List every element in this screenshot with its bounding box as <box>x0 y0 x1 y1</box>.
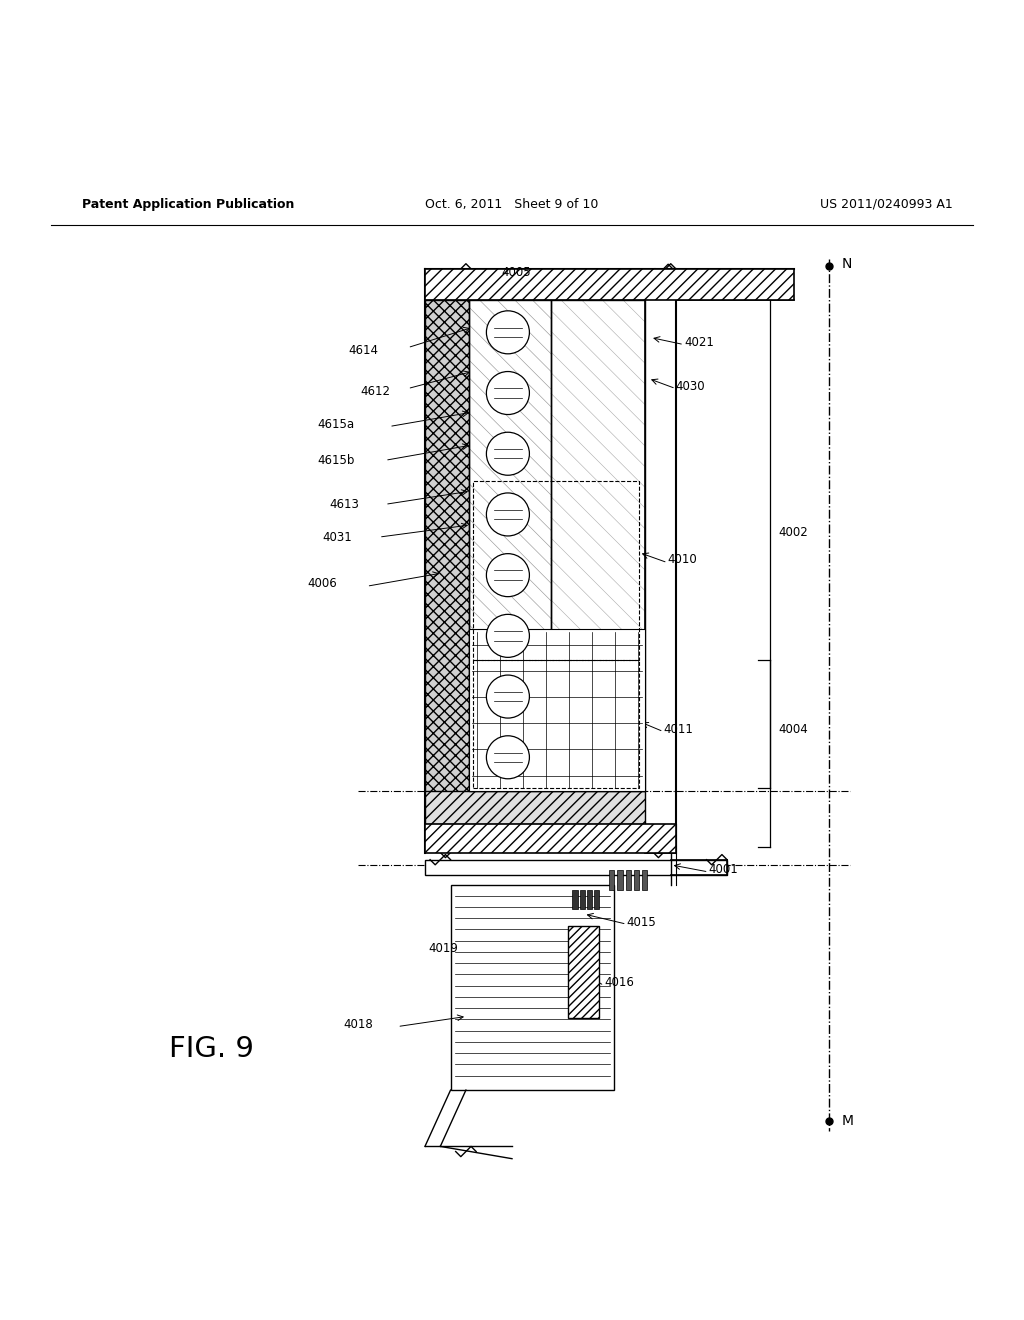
Circle shape <box>486 432 529 475</box>
Text: 4015: 4015 <box>627 916 656 929</box>
Text: Oct. 6, 2011   Sheet 9 of 10: Oct. 6, 2011 Sheet 9 of 10 <box>425 198 599 211</box>
Bar <box>425 269 794 300</box>
Bar <box>451 886 614 1090</box>
Text: 4614: 4614 <box>348 345 378 358</box>
Text: 4019: 4019 <box>428 942 458 956</box>
Bar <box>587 891 592 909</box>
Bar <box>469 300 551 791</box>
Bar <box>568 927 599 1019</box>
Circle shape <box>486 553 529 597</box>
Bar <box>473 480 639 660</box>
Bar <box>609 870 614 891</box>
Text: 4005: 4005 <box>502 267 531 280</box>
Text: 4006: 4006 <box>307 577 337 590</box>
Text: US 2011/0240993 A1: US 2011/0240993 A1 <box>819 198 952 211</box>
Text: 4004: 4004 <box>778 723 808 737</box>
Bar <box>425 300 469 812</box>
Circle shape <box>486 675 529 718</box>
Text: 4018: 4018 <box>343 1018 373 1031</box>
Circle shape <box>486 492 529 536</box>
Bar <box>469 630 645 791</box>
Text: 4613: 4613 <box>330 498 359 511</box>
Circle shape <box>486 310 529 354</box>
Text: 4016: 4016 <box>604 975 634 989</box>
Text: 4001: 4001 <box>709 863 738 876</box>
Bar <box>425 859 727 875</box>
Bar <box>645 269 676 853</box>
Bar <box>572 891 578 909</box>
Text: 4031: 4031 <box>323 531 352 544</box>
Bar <box>594 891 599 909</box>
Bar <box>617 870 623 891</box>
Circle shape <box>486 371 529 414</box>
Text: M: M <box>842 1114 854 1127</box>
Bar <box>634 870 639 891</box>
Text: 4011: 4011 <box>664 723 693 737</box>
Text: 4615a: 4615a <box>317 418 354 430</box>
Bar <box>626 870 631 891</box>
Bar <box>425 791 645 824</box>
Text: 4002: 4002 <box>778 525 808 539</box>
Text: FIG. 9: FIG. 9 <box>169 1035 254 1063</box>
Text: 4615b: 4615b <box>317 454 354 467</box>
Bar <box>551 300 645 791</box>
Bar <box>425 824 676 853</box>
Bar <box>642 870 647 891</box>
Bar <box>580 891 585 909</box>
Bar <box>473 660 639 788</box>
Circle shape <box>486 735 529 779</box>
Text: Patent Application Publication: Patent Application Publication <box>82 198 294 211</box>
Text: N: N <box>842 256 852 271</box>
Circle shape <box>486 614 529 657</box>
Text: 4021: 4021 <box>684 337 714 348</box>
Text: 4612: 4612 <box>360 385 390 399</box>
Text: 4030: 4030 <box>676 380 706 393</box>
Bar <box>568 927 599 1019</box>
Text: 4010: 4010 <box>668 553 697 566</box>
